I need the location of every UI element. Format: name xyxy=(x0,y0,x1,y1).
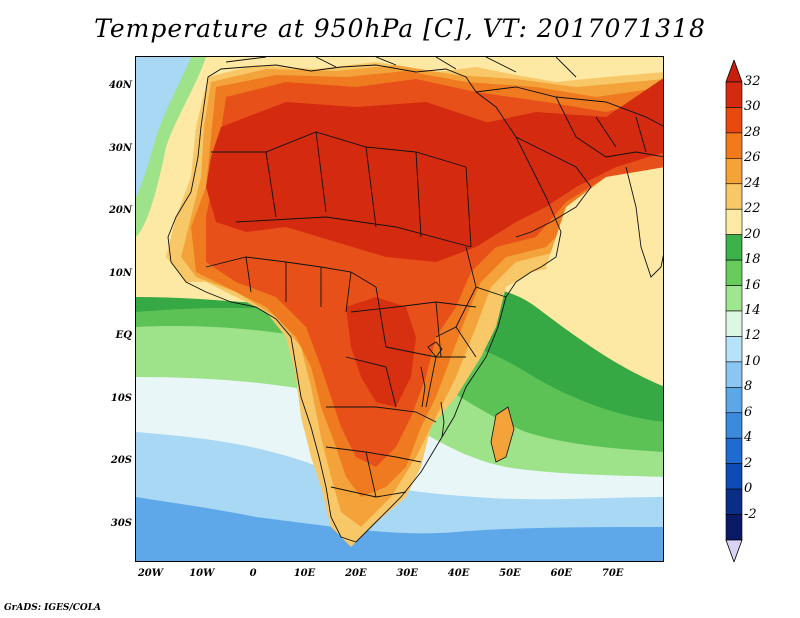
longitude-label: 70E xyxy=(601,568,624,579)
land-red-arabia xyxy=(466,78,663,222)
lake-victoria xyxy=(427,341,443,358)
borders-southern-africa xyxy=(325,406,437,498)
coastline-india xyxy=(625,166,663,278)
coastline-africa xyxy=(167,64,562,543)
color-bar-label: 24 xyxy=(744,175,761,191)
color-bar-label: 26 xyxy=(744,150,761,166)
map-plot-area xyxy=(135,56,664,562)
longitude-label: 30E xyxy=(396,568,418,579)
color-bar-label: 2 xyxy=(744,455,753,471)
latitude-label: 10N xyxy=(108,267,132,279)
color-bar-segment xyxy=(725,310,743,337)
color-bar-segment xyxy=(725,259,743,286)
color-bar-segment xyxy=(725,132,743,159)
color-bar-label: 4 xyxy=(744,430,753,446)
color-bar-label: 30 xyxy=(744,99,761,115)
color-bar-label: 10 xyxy=(744,353,761,369)
color-bar-segment xyxy=(725,514,743,541)
color-bar-label: 0 xyxy=(744,481,753,497)
color-bar-segment xyxy=(725,336,743,363)
longitude-label: 10W xyxy=(189,568,215,579)
color-bar-segment xyxy=(725,488,743,515)
color-bar-segment xyxy=(725,285,743,312)
color-bar-segment xyxy=(725,158,743,185)
borders-east-africa xyxy=(435,246,507,358)
longitude-label: 50E xyxy=(499,568,521,579)
color-bar-label: 18 xyxy=(744,252,761,268)
land-red-central xyxy=(346,297,416,407)
color-bar-top-arrow xyxy=(725,60,743,83)
north-atlantic-cold xyxy=(136,57,191,197)
color-bar-bottom-arrow xyxy=(725,539,743,562)
borders-middle-east xyxy=(555,96,663,158)
longitude-label: 60E xyxy=(550,568,573,579)
color-bar-label: 12 xyxy=(744,328,761,344)
borders-west-africa xyxy=(205,256,377,313)
chart-title: Temperature at 950hPa [C], VT: 201707131… xyxy=(94,14,706,43)
color-bar-segment xyxy=(725,412,743,439)
borders-north-africa xyxy=(211,131,472,248)
color-bar-segment xyxy=(725,361,743,388)
latitude-label: 20N xyxy=(108,205,132,217)
color-bar-label: 6 xyxy=(744,404,753,420)
color-bar-segment xyxy=(725,107,743,134)
color-bar-segment xyxy=(725,234,743,261)
color-bar-label: 8 xyxy=(744,379,753,395)
color-bar-segment xyxy=(725,463,743,490)
longitude-label: 0 xyxy=(249,568,257,579)
color-bar-segment xyxy=(725,437,743,464)
longitude-label: 20W xyxy=(137,568,163,579)
color-bar-label: 16 xyxy=(744,277,761,293)
color-bar xyxy=(725,60,743,562)
color-bar-segment xyxy=(725,208,743,235)
latitude-label: 40N xyxy=(108,80,132,92)
lake-malawi xyxy=(440,401,445,438)
credit-text: GrADS: IGES/COLA xyxy=(4,603,102,613)
color-bar-label: -2 xyxy=(744,506,757,522)
land-madagascar xyxy=(490,406,515,463)
color-bar-label: 22 xyxy=(744,201,761,217)
color-bar-segment xyxy=(725,81,743,108)
latitude-label: 10S xyxy=(110,392,132,404)
longitude-label: 10E xyxy=(293,568,316,579)
color-bar-segment xyxy=(725,387,743,414)
lake-tanganyika xyxy=(420,366,426,408)
color-bar-label: 28 xyxy=(744,124,761,140)
latitude-label: 20S xyxy=(110,455,132,467)
country-borders xyxy=(167,57,663,543)
color-bar-label: 14 xyxy=(744,303,761,318)
color-bar-label: 32 xyxy=(744,74,761,89)
longitude-label: 20E xyxy=(345,568,367,579)
coastline-arabia xyxy=(475,86,663,238)
temperature-map xyxy=(136,57,663,561)
latitude-label: EQ xyxy=(115,330,132,342)
color-bar-label: 20 xyxy=(744,226,761,242)
longitude-label: 40E xyxy=(447,568,470,579)
color-bar-segment xyxy=(725,183,743,210)
latitude-label: 30S xyxy=(110,517,132,529)
arabian-sea-pale xyxy=(546,167,663,357)
coastline-europe xyxy=(225,57,577,78)
latitude-label: 30N xyxy=(108,142,132,154)
